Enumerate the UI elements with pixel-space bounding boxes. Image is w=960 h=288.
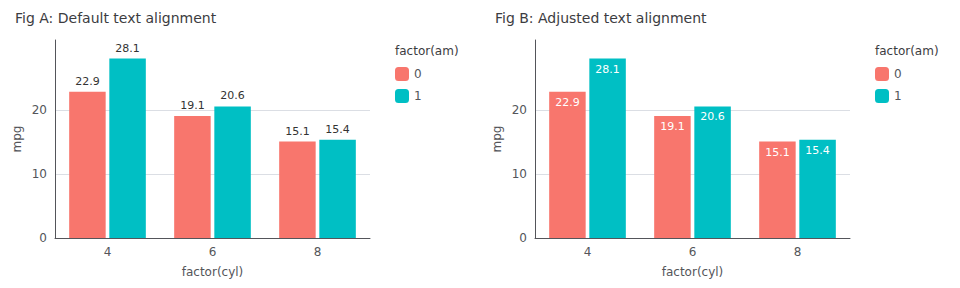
- svg-text:Fig A: Default text alignment: Fig A: Default text alignment: [15, 10, 217, 26]
- svg-text:15.1: 15.1: [285, 125, 310, 138]
- svg-text:factor(am): factor(am): [395, 44, 459, 58]
- svg-text:10: 10: [512, 167, 527, 181]
- svg-text:15.4: 15.4: [325, 123, 350, 136]
- svg-text:mpg: mpg: [490, 126, 504, 153]
- svg-text:6: 6: [209, 245, 217, 259]
- svg-text:mpg: mpg: [10, 126, 24, 153]
- svg-text:22.9: 22.9: [555, 96, 580, 109]
- svg-text:0: 0: [894, 67, 902, 81]
- svg-text:6: 6: [689, 245, 697, 259]
- svg-text:8: 8: [314, 245, 322, 259]
- svg-text:factor(cyl): factor(cyl): [662, 265, 724, 279]
- svg-text:0: 0: [414, 67, 422, 81]
- svg-text:0: 0: [519, 231, 527, 245]
- svg-text:20.6: 20.6: [220, 89, 245, 102]
- svg-text:20.6: 20.6: [700, 110, 725, 123]
- svg-text:factor(cyl): factor(cyl): [182, 265, 244, 279]
- svg-text:4: 4: [584, 245, 592, 259]
- svg-text:20: 20: [512, 103, 527, 117]
- svg-text:Fig B: Adjusted text alignment: Fig B: Adjusted text alignment: [495, 10, 707, 26]
- svg-text:15.1: 15.1: [765, 146, 790, 159]
- svg-text:8: 8: [794, 245, 802, 259]
- svg-text:4: 4: [104, 245, 112, 259]
- svg-text:28.1: 28.1: [595, 63, 620, 76]
- svg-text:10: 10: [32, 167, 47, 181]
- svg-text:28.1: 28.1: [115, 42, 140, 55]
- svg-text:19.1: 19.1: [660, 120, 685, 133]
- svg-text:1: 1: [414, 89, 422, 103]
- svg-text:0: 0: [39, 231, 47, 245]
- svg-text:15.4: 15.4: [805, 144, 830, 157]
- svg-text:1: 1: [894, 89, 902, 103]
- svg-text:factor(am): factor(am): [875, 44, 939, 58]
- svg-text:22.9: 22.9: [75, 75, 100, 88]
- svg-text:19.1: 19.1: [180, 99, 205, 112]
- svg-text:20: 20: [32, 103, 47, 117]
